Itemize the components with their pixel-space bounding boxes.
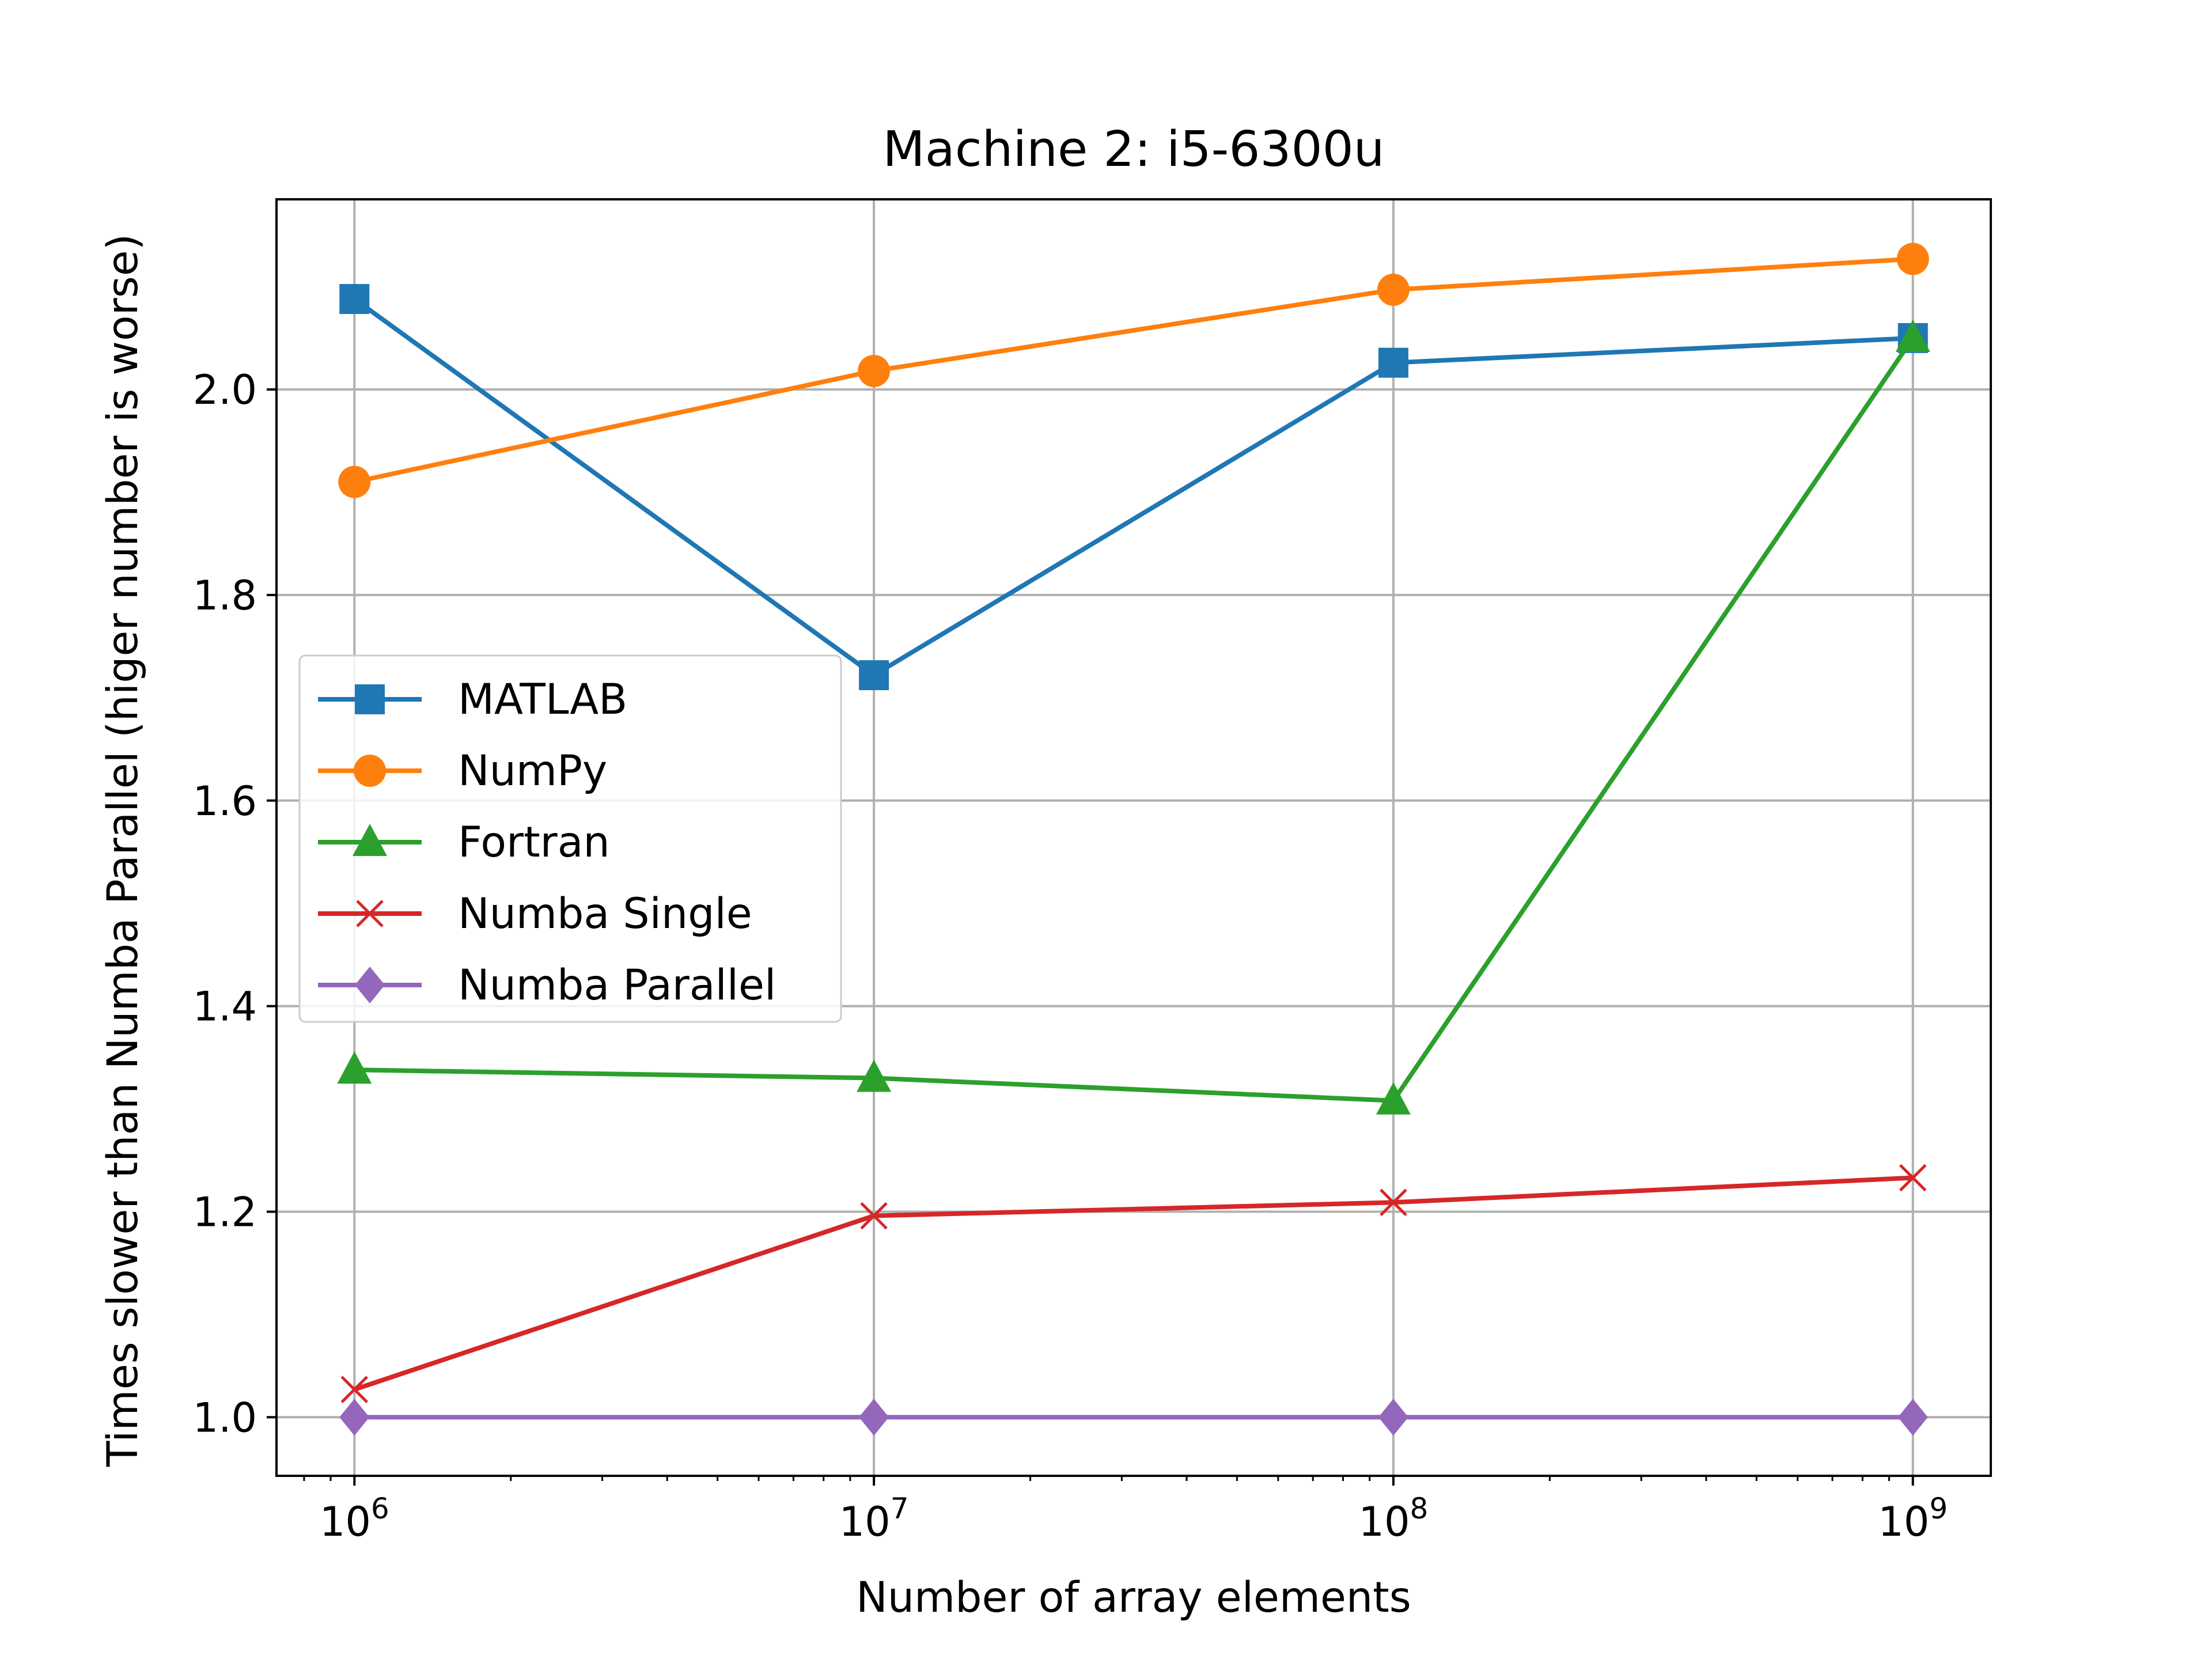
data-point — [1378, 347, 1408, 378]
data-point — [1380, 1188, 1407, 1217]
legend-item-matlab: MATLAB — [318, 675, 627, 724]
data-point — [860, 1202, 888, 1230]
legend: MATLAB NumPy Fortran Numba Single Numba Para… — [298, 654, 842, 1023]
legend-label: Fortran — [458, 818, 610, 867]
x-axis-label: Number of array elements — [856, 1573, 1411, 1622]
legend-marker — [355, 684, 385, 714]
legend-marker — [356, 900, 384, 927]
data-point — [859, 1399, 889, 1436]
series-fortran — [337, 319, 1930, 1115]
series-line — [354, 1175, 1913, 1392]
data-point — [1897, 1399, 1928, 1436]
series-group — [337, 243, 1930, 1436]
series-matlab — [339, 284, 1928, 691]
legend-marker — [354, 755, 386, 787]
data-point — [1895, 319, 1930, 352]
legend-label: Numba Parallel — [458, 961, 776, 1010]
legend-item-numba-parallel: Numba Parallel — [318, 961, 776, 1010]
data-point — [1899, 1164, 1927, 1192]
y-tick-label: 1.2 — [193, 1188, 257, 1236]
data-point — [337, 1051, 372, 1084]
series-numba-single — [340, 1164, 1927, 1403]
data-point — [338, 465, 371, 498]
data-point — [1378, 1399, 1408, 1436]
legend-label: Numba Single — [458, 889, 752, 938]
legend-item-numba-single: Numba Single — [318, 889, 752, 938]
y-axis-label: Times slower than Numba Parallel (higer … — [99, 234, 147, 1467]
x-minor-ticks — [303, 1476, 1890, 1481]
y-tick-label: 1.0 — [193, 1394, 257, 1441]
axis-ticks: 106 107 108 109 1.0 1.2 1.4 1.6 1.8 2.0 — [193, 366, 1948, 1546]
y-tick-label: 1.4 — [193, 983, 257, 1031]
data-point — [339, 284, 370, 315]
chart-title: Machine 2: i5-6300u — [882, 121, 1384, 178]
series-line — [354, 336, 1915, 1103]
x-tick-label: 109 — [1878, 1492, 1948, 1546]
x-tick-label: 106 — [320, 1492, 389, 1546]
data-point — [1377, 274, 1410, 306]
legend-marker — [355, 967, 385, 1003]
y-tick-label: 1.6 — [193, 778, 257, 825]
series-numba-parallel — [339, 1399, 1928, 1436]
legend-label: MATLAB — [458, 675, 627, 724]
legend-marker — [353, 824, 387, 856]
y-tick-label: 1.8 — [193, 572, 257, 619]
legend-item-numpy: NumPy — [318, 747, 607, 796]
x-tick-label: 108 — [1358, 1492, 1428, 1546]
data-point — [858, 354, 891, 387]
series-line — [354, 256, 1913, 484]
data-point — [340, 1376, 369, 1403]
series-line — [353, 297, 1913, 678]
plot-frame — [275, 198, 1992, 1477]
data-point — [1376, 1082, 1411, 1115]
x-tick-label: 107 — [839, 1492, 909, 1546]
series-numpy — [338, 243, 1929, 498]
data-point — [857, 1059, 892, 1092]
data-point — [859, 660, 889, 691]
y-tick-label: 2.0 — [193, 366, 257, 414]
legend-label: NumPy — [458, 747, 607, 796]
legend-item-fortran: Fortran — [318, 818, 610, 867]
data-point — [1896, 243, 1929, 275]
data-point — [339, 1399, 370, 1436]
legend-box — [298, 654, 842, 1023]
